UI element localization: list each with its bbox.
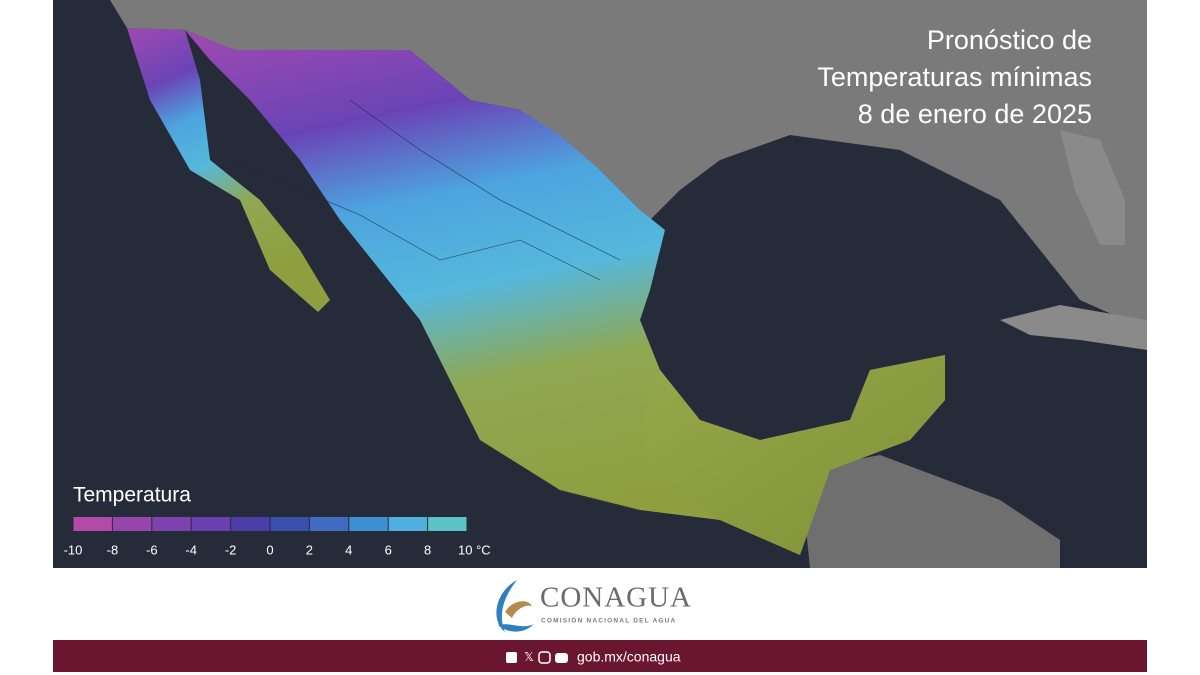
youtube-icon[interactable]: [555, 653, 568, 663]
legend-tick-label: -8: [107, 542, 119, 557]
title-line: Pronóstico de: [927, 25, 1092, 55]
legend-swatch: [309, 517, 349, 531]
legend-swatch: [349, 517, 388, 531]
legend-swatch: [73, 517, 112, 531]
legend-tick-label: 0: [266, 542, 273, 557]
legend-tick-label: -2: [225, 542, 237, 557]
mexico-southeast: [640, 355, 945, 555]
logo-mark: [505, 601, 532, 618]
x-icon[interactable]: 𝕏: [524, 650, 534, 664]
legend-swatch: [270, 517, 309, 531]
state-border: [229, 159, 601, 281]
legend-swatch: [191, 517, 231, 531]
legend-swatch: [428, 517, 467, 531]
logo: CONAGUA COMISIÓN NACIONAL DEL AGUA: [496, 580, 692, 632]
legend-title: Temperatura: [73, 484, 191, 507]
logo-mark: [498, 624, 534, 632]
legend-tick-label: -6: [146, 542, 158, 557]
legend-swatch: [231, 517, 270, 531]
legend-swatch: [152, 517, 191, 531]
land-north: [110, 0, 1147, 330]
state-border: [349, 99, 621, 261]
footer-url[interactable]: gob.mx/conagua: [577, 649, 681, 665]
title-line: Temperaturas mínimas: [817, 62, 1092, 92]
facebook-icon[interactable]: [506, 652, 517, 663]
legend-tick-label: 6: [385, 542, 392, 557]
title-line: 8 de enero de 2025: [858, 99, 1092, 129]
mexico-mainland: [185, 30, 945, 555]
legend-tick-label: 10 °C: [458, 542, 491, 557]
logo-mark: [496, 580, 517, 632]
logo-subtitle: COMISIÓN NACIONAL DEL AGUA: [541, 616, 676, 625]
map: [53, 0, 1147, 568]
central-america: [800, 455, 1060, 568]
legend-swatch: [388, 517, 428, 531]
footer: 𝕏 gob.mx/conagua: [53, 640, 1147, 672]
legend-swatch: [112, 517, 152, 531]
legend-tick-label: 4: [345, 542, 352, 557]
legend: Temperatura -10 -8 -6 -4 -2 0 2 4 6 8 10 °C: [64, 484, 491, 558]
cuba: [1000, 305, 1147, 350]
logo-name: CONAGUA: [540, 582, 692, 614]
legend-tick-label: -4: [185, 542, 197, 557]
florida: [1060, 130, 1125, 245]
title: Pronóstico de Temperaturas mínimas 8 de …: [817, 25, 1092, 129]
footer-bar: [53, 640, 1147, 672]
legend-tick-label: 8: [424, 542, 431, 557]
instagram-icon[interactable]: [538, 651, 551, 664]
baja-california: [127, 28, 330, 312]
legend-tick-label: 2: [306, 542, 313, 557]
legend-tick-label: -10: [64, 542, 83, 557]
